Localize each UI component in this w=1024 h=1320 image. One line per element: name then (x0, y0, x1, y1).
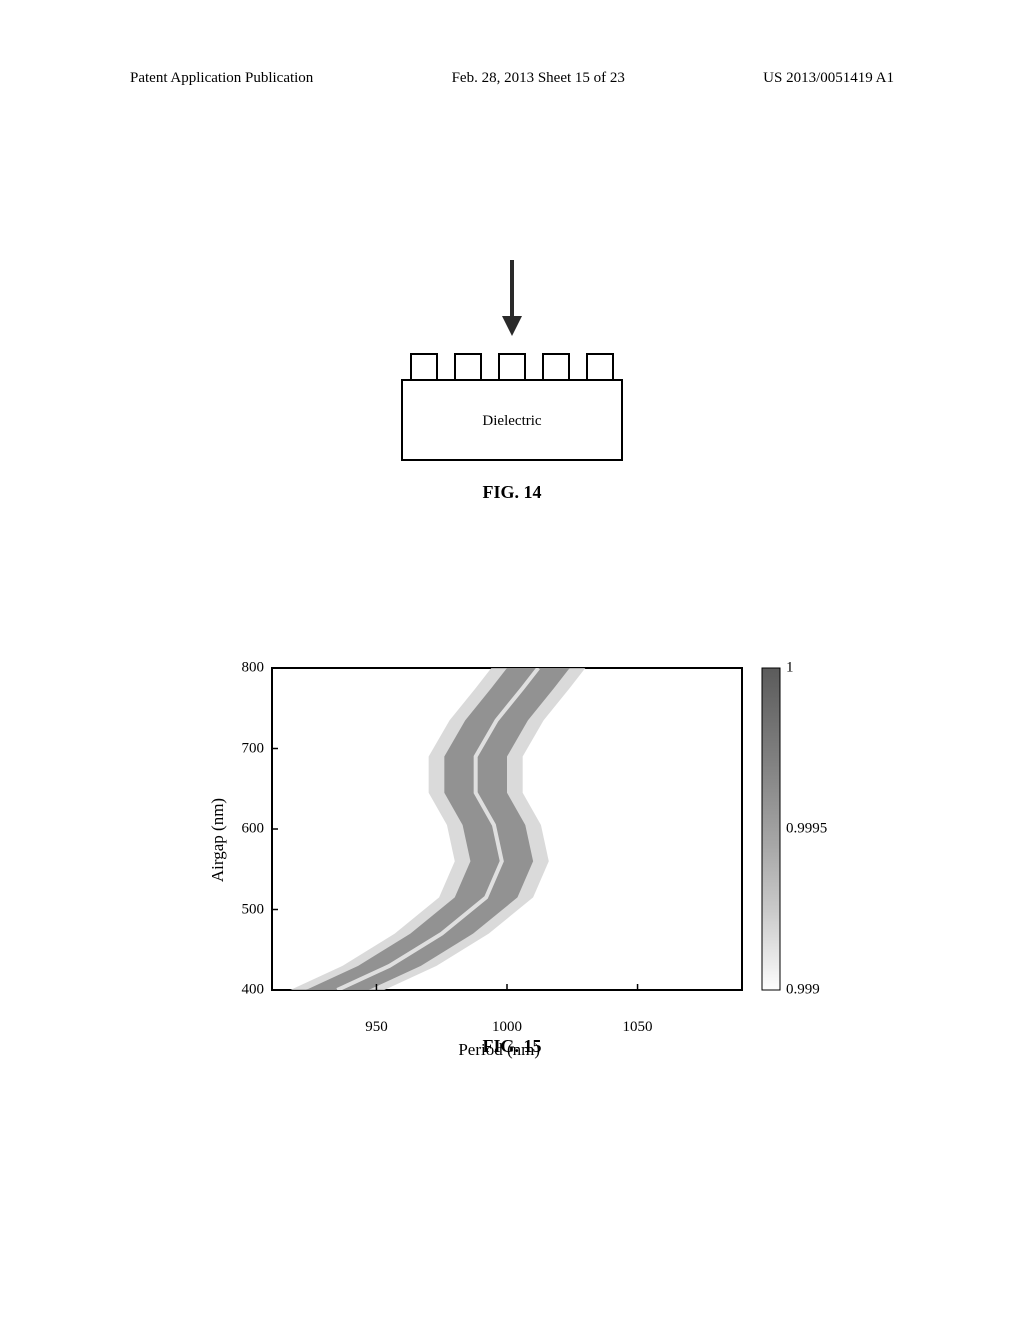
fig15-plot-svg (192, 650, 832, 1030)
colorbar-tick-label: 1 (786, 660, 794, 677)
page-header: Patent Application Publication Feb. 28, … (0, 70, 1024, 87)
arrow-down-icon (502, 260, 522, 336)
fig15-plot-wrap: Airgap (nm) Period (nm) 400500600700800 … (192, 650, 832, 1030)
grating-teeth (411, 354, 613, 380)
colorbar-tick-label: 0.9995 (786, 821, 827, 838)
header-right: US 2013/0051419 A1 (763, 70, 894, 87)
header-left: Patent Application Publication (130, 70, 313, 87)
figure-15-container: Airgap (nm) Period (nm) 400500600700800 … (0, 650, 1024, 1057)
xtick-label: 950 (365, 1019, 388, 1036)
ytick-label: 800 (230, 660, 264, 677)
colorbar-tick-label: 0.999 (786, 982, 820, 999)
xtick-label: 1050 (623, 1019, 653, 1036)
fig14-caption: FIG. 14 (0, 482, 1024, 503)
header-center: Feb. 28, 2013 Sheet 15 of 23 (452, 70, 625, 87)
ytick-label: 500 (230, 901, 264, 918)
ytick-label: 700 (230, 740, 264, 757)
x-axis-label: Period (nm) (458, 1040, 540, 1060)
colorbar (762, 668, 780, 990)
figure-14-container: Dielectric FIG. 14 (0, 250, 1024, 503)
y-axis-label: Airgap (nm) (208, 798, 228, 882)
dielectric-label: Dielectric (482, 413, 541, 429)
xtick-label: 1000 (492, 1019, 522, 1036)
ytick-label: 400 (230, 982, 264, 999)
ytick-label: 600 (230, 821, 264, 838)
fig14-diagram: Dielectric (382, 250, 642, 470)
